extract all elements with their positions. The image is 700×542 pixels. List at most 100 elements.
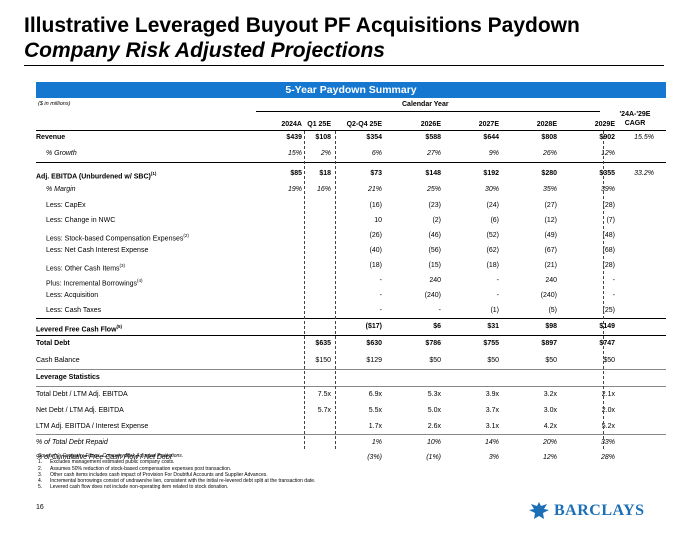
table-row: Less: Other Cash Items(3) (18) (15) (18) (21… (36, 259, 666, 272)
table-row: Total Debt / LTM Adj. EBITDA 7.5x 6.9x 5.3x… (36, 388, 666, 401)
cell-2029e: 39% (600, 186, 615, 193)
cell-2028e: $280 (541, 170, 557, 177)
cell-q2-q4-25e: $73 (370, 170, 382, 177)
row-label-text: Less: Net Cash Interest Expense (46, 247, 149, 254)
cell-2027e: (18) (486, 262, 499, 269)
cell-q2-q4-25e: 10 (374, 217, 382, 224)
footnote-item: 3. Other cash items includes cash impact … (38, 472, 315, 478)
footnote-item: 1. Excludes management estimated public c… (38, 459, 315, 465)
table-row: % Margin 19% 16% 21% 25% 30% 35% 39% (36, 183, 666, 196)
cell-2026e: 240 (429, 277, 441, 284)
cell-2026e: (46) (428, 232, 441, 239)
row-label: Less: Other Cash Items(3) (46, 259, 125, 275)
cell-2026e: 10% (426, 439, 441, 446)
row-label: Less: CapEx (46, 199, 86, 212)
row-label: Total Debt (36, 337, 70, 350)
cell-2029e: 2.0x (601, 407, 615, 414)
row-label: Less: Acquisition (46, 289, 98, 302)
cell-2024a: $439 (286, 134, 302, 141)
table-row: Leverage Statistics (36, 371, 666, 384)
logo-wordmark: BARCLAYS (554, 502, 645, 519)
cell-2026e: $6 (433, 323, 441, 330)
footnote-marker: (3) (119, 263, 126, 268)
column-divider (304, 131, 305, 449)
cell-q2-q4-25e: 6% (371, 150, 382, 157)
cell-q1-25e: $635 (315, 340, 331, 347)
row-label-text: Plus: Incremental Borrowings (46, 280, 138, 288)
footnote-text: Incremental borrowings consist of undraw… (50, 478, 316, 485)
cell-2029e: (28) (602, 262, 615, 269)
column-header-4: 2027E (478, 121, 499, 128)
table-row: Less: Stock-based Compensation Expenses(… (36, 229, 666, 242)
cell-2026e: 25% (426, 186, 441, 193)
cell-2027e: 9% (488, 150, 499, 157)
table-row: Revenue $439 $108 $354 $588 $644 $808 $902 15.5% (36, 131, 666, 144)
cell-2029e: 2.1x (601, 391, 615, 398)
row-label: Revenue (36, 131, 65, 144)
cell-q1-25e: 16% (316, 186, 331, 193)
footnote-item: 5. Levered cash flow does not include non… (38, 484, 315, 490)
footnote-number: 4. (38, 478, 43, 485)
cell-q2-q4-25e: (26) (369, 232, 382, 239)
row-separator (36, 434, 666, 435)
column-header-0: 2024A (281, 121, 302, 128)
eagle-icon (529, 502, 549, 519)
page-number: 16 (36, 504, 44, 511)
table-row: Levered Free Cash Flow(5) ($17) $6 $31 $98 $1… (36, 320, 666, 333)
cell-q2-q4-25e: - (379, 277, 382, 284)
cell-2027e: 3.1x (485, 423, 499, 430)
cell-q1-25e: 7.5x (317, 391, 331, 398)
cell-2027e: 30% (484, 186, 499, 193)
cell-2026e: 5.0x (427, 407, 441, 414)
cagr-header: '24A-'29E CAGR (606, 110, 664, 128)
cell-2029e: 12% (600, 150, 615, 157)
table-row: % of Cumulative Free Cash Flow / Net Deb… (36, 451, 666, 464)
cell-2027e: $192 (483, 170, 499, 177)
footnote-text: Assumes 50% reduction of stock-based com… (50, 465, 232, 472)
cell-2027e: - (496, 292, 499, 299)
cell-2026e: (2) (432, 217, 441, 224)
cell-2028e: (21) (544, 262, 557, 269)
row-label: % of Total Debt Repaid (36, 436, 108, 449)
row-label: Less: Net Cash Interest Expense (46, 244, 148, 257)
cell-2027e: $50 (487, 357, 499, 364)
cell-2028e: (27) (544, 202, 557, 209)
cell-2028e: $98 (545, 323, 557, 330)
cell-2026e: $786 (425, 340, 441, 347)
cell-2029e: (48) (602, 232, 615, 239)
column-divider (603, 131, 604, 449)
row-label: Less: Cash Taxes (46, 304, 101, 317)
table-row: % Growth 15% 2% 6% 27% 9% 26% 12% (36, 147, 666, 160)
table-row: Less: CapEx (16) (23) (24) (27) (28) (36, 199, 666, 212)
footnote-number: 5. (38, 484, 43, 491)
table-row: Plus: Incremental Borrowings(4) - 240 - 240 - (36, 274, 666, 287)
cell-2026e: (240) (424, 292, 441, 299)
row-label: Leverage Statistics (36, 371, 100, 384)
cagr-header-line2: CAGR (624, 120, 646, 127)
cell-2026e: (56) (428, 247, 441, 254)
row-label-text: LTM Adj. EBITDA / Interest Expense (36, 423, 149, 430)
column-header-3: 2026E (420, 121, 441, 128)
cell-2029e: (7) (606, 217, 615, 224)
row-label: Plus: Incremental Borrowings(4) (46, 274, 143, 290)
cell-2029e: $902 (599, 134, 615, 141)
cell-2027e: - (496, 277, 499, 284)
cell-2028e: 3.0x (543, 407, 557, 414)
cell-q2-q4-25e: $354 (366, 134, 382, 141)
cell-2028e: (12) (544, 217, 557, 224)
table-row: Less: Acquisition - (240) - (240) - (36, 289, 666, 302)
row-label: LTM Adj. EBITDA / Interest Expense (36, 420, 148, 433)
cell-q2-q4-25e: 5.5x (368, 407, 382, 414)
footnote-item: 4. Incremental borrowings consist of undr… (38, 478, 315, 484)
cell-2027e: $755 (483, 340, 499, 347)
cell-2026e: (15) (428, 262, 441, 269)
table-row: % of Total Debt Repaid 1% 10% 14% 20% 33% (36, 436, 666, 449)
row-label-text: Less: Cash Taxes (46, 307, 102, 314)
cell-2026e: $148 (425, 170, 441, 177)
row-label-text: % Margin (46, 186, 76, 193)
cell-2027e: $31 (487, 323, 499, 330)
cell-q2-q4-25e: ($17) (365, 323, 382, 330)
cell-q1-25e: 5.7x (317, 407, 331, 414)
cell-2028e: (49) (544, 232, 557, 239)
cell-2027e: (62) (486, 247, 499, 254)
